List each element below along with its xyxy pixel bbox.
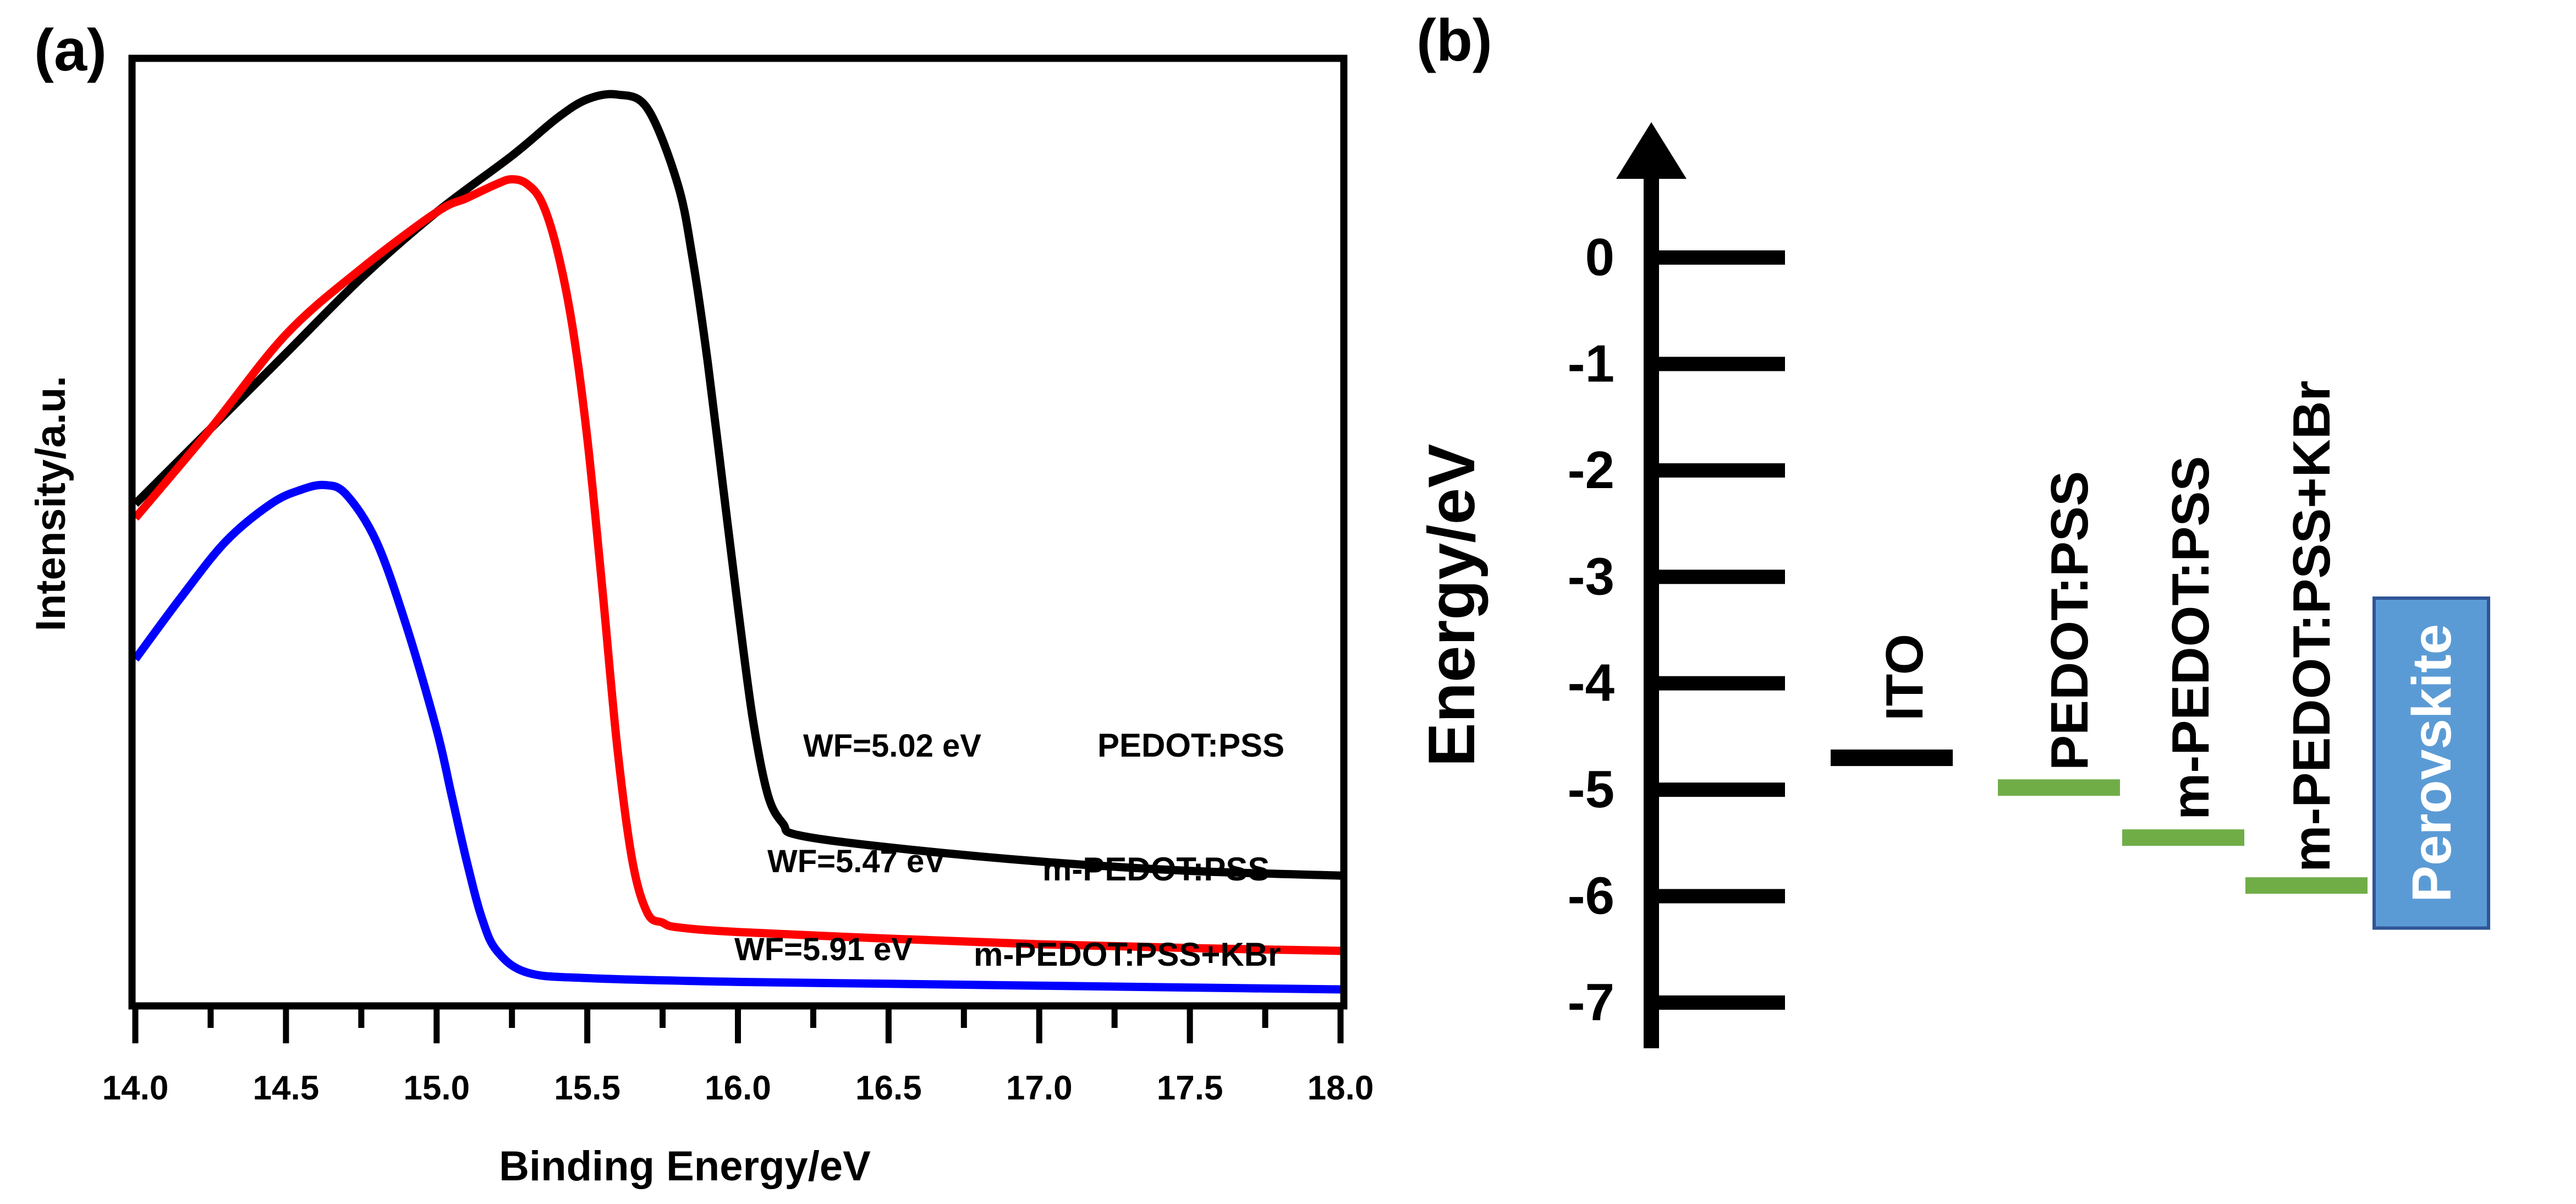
panel-label-a: (a)	[34, 17, 107, 83]
energy-axis-label: Energy/eV	[1415, 444, 1489, 767]
energy-tick-label: -3	[1568, 547, 1614, 606]
annotations: WF=5.02 eV PEDOT:PSS WF=5.47 eV m-PEDOT:PSS…	[734, 727, 1284, 973]
energy-tick	[1656, 782, 1785, 797]
x-tick-label: 17.5	[1157, 1069, 1223, 1107]
energy-tick	[1656, 357, 1785, 371]
energy-tick-label: -1	[1568, 334, 1614, 393]
energy-tick-label: -2	[1568, 441, 1614, 500]
energy-axis-arrowhead	[1616, 122, 1687, 179]
x-tick-label: 15.5	[554, 1069, 620, 1107]
energy-tick	[1656, 463, 1785, 478]
energy-tick	[1656, 570, 1785, 584]
energy-tick	[1656, 889, 1785, 904]
perovskite-label: Perovskite	[2401, 624, 2463, 902]
panel-b: (b) 0 -1 -2 -3 -4 -5 -6 -7 Energy/eV ITO PEDOT:P…	[1415, 7, 2490, 1048]
x-ticks	[132, 1006, 1344, 1043]
curves	[131, 90, 1341, 994]
perovskite-box	[2372, 596, 2490, 930]
energy-level-label: PEDOT:PSS	[2040, 471, 2099, 770]
energy-tick-label: -4	[1568, 654, 1614, 713]
y-axis-label: Intensity/a.u.	[28, 376, 74, 632]
energy-axis-line	[1644, 173, 1659, 1048]
series-name-label: PEDOT:PSS	[1097, 727, 1284, 764]
energy-tick-label: -5	[1568, 760, 1614, 819]
energy-tick-label: -6	[1568, 867, 1614, 926]
energy-level-m-pedot-pss	[2122, 829, 2244, 846]
x-tick-label: 14.0	[102, 1069, 169, 1107]
work-function-label: WF=5.47 eV	[767, 844, 946, 879]
energy-level-label: ITO	[1875, 634, 1934, 721]
energy-tick-label: -7	[1568, 973, 1614, 1032]
energy-tick	[1656, 250, 1785, 265]
energy-tick	[1656, 995, 1785, 1010]
energy-tick	[1656, 676, 1785, 691]
series-name-label: m-PEDOT:PSS+KBr	[974, 936, 1281, 973]
energy-level-pedot-pss	[1998, 779, 2120, 796]
energy-levels: ITO PEDOT:PSS m-PEDOT:PSS m-PEDOT:PSS+KBr	[1831, 380, 2368, 894]
x-tick-label: 17.0	[1006, 1069, 1073, 1107]
energy-level-m-pedot-pss-kbr	[2245, 877, 2368, 894]
x-tick-label: 16.0	[705, 1069, 771, 1107]
series-line-pedot-pss	[132, 90, 1341, 880]
perovskite-band: Perovskite	[2372, 596, 2490, 930]
work-function-label: WF=5.91 eV	[734, 932, 913, 967]
panel-a: (a) 14.0 14.5 15.0 15.5 16.0 16.5 17.0 17.5 18.0…	[28, 17, 1374, 1190]
series-line-m-pedot-pss	[132, 175, 1341, 955]
x-tick-label: 15.0	[403, 1069, 470, 1107]
x-tick-label: 18.0	[1308, 1069, 1374, 1107]
x-tick-labels: 14.0 14.5 15.0 15.5 16.0 16.5 17.0 17.5 18.0	[102, 1069, 1374, 1107]
series-name-label: m-PEDOT:PSS	[1042, 851, 1270, 888]
energy-tick-label: 0	[1585, 228, 1614, 287]
energy-level-label: m-PEDOT:PSS+KBr	[2282, 380, 2341, 872]
energy-level-label: m-PEDOT:PSS	[2161, 456, 2220, 820]
work-function-label: WF=5.02 eV	[803, 728, 981, 764]
energy-level-ito	[1831, 749, 1953, 767]
series-line-m-pedot-pss-kbr	[131, 480, 1341, 994]
x-axis-label: Binding Energy/eV	[499, 1143, 871, 1190]
x-tick-label: 14.5	[253, 1069, 320, 1107]
x-tick-label: 16.5	[855, 1069, 922, 1107]
panel-label-b: (b)	[1416, 7, 1492, 73]
energy-ticks: 0 -1 -2 -3 -4 -5 -6 -7	[1568, 228, 1785, 1032]
